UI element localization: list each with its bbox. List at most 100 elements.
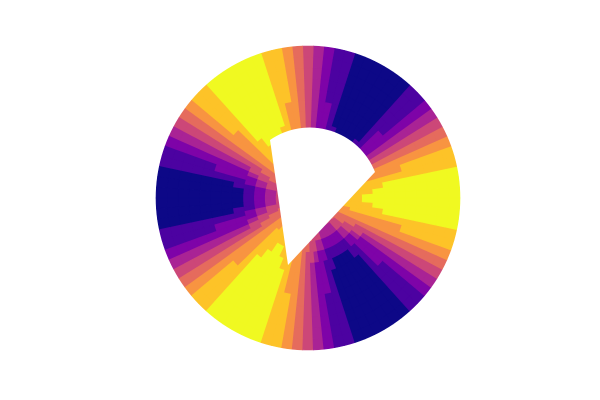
- contour-cell: [188, 181, 201, 191]
- contour-cell: [157, 166, 171, 179]
- contour-cell: [166, 187, 179, 199]
- contour-cell: [372, 197, 385, 204]
- contour-cell: [302, 338, 314, 351]
- contour-cell: [291, 338, 304, 351]
- contour-cell: [166, 178, 180, 190]
- contour-cell: [425, 206, 439, 217]
- contour-cell: [312, 338, 325, 351]
- contour-cell: [304, 99, 312, 112]
- contour-cell: [303, 89, 313, 101]
- contour-cell: [311, 67, 322, 80]
- contour-cell: [304, 110, 312, 123]
- contour-cell: [283, 325, 295, 339]
- contour-cell: [294, 316, 305, 329]
- contour-cell: [281, 336, 294, 350]
- contour-cell: [404, 204, 417, 214]
- contour-cell: [426, 197, 439, 208]
- contour-cell: [305, 251, 311, 264]
- contour-cell: [303, 67, 313, 79]
- contour-cell: [415, 197, 428, 207]
- contour-cell: [437, 197, 450, 209]
- contour-cell: [311, 316, 322, 329]
- contour-cell: [303, 306, 313, 318]
- contour-cell: [447, 176, 460, 189]
- contour-cell: [210, 184, 223, 193]
- contour-cell: [394, 197, 407, 206]
- contour-cell: [285, 315, 296, 328]
- contour-cell: [317, 89, 328, 103]
- contour-cell: [304, 273, 312, 286]
- contour-cell: [312, 327, 324, 340]
- contour-cell: [253, 193, 266, 199]
- contour-cell: [322, 46, 335, 60]
- contour-cell: [361, 197, 374, 203]
- contour-cell: [188, 197, 201, 207]
- contour-cell: [188, 189, 201, 199]
- contour-cell: [199, 197, 211, 206]
- contour-cell: [394, 190, 407, 199]
- contour-cell: [288, 293, 299, 307]
- contour-cell: [292, 56, 304, 69]
- contour-cell: [437, 187, 450, 199]
- contour-cell: [393, 203, 406, 212]
- contour-cell: [436, 206, 450, 218]
- contour-cell: [304, 284, 312, 297]
- contour-cell: [311, 89, 320, 102]
- contour-cell: [415, 205, 428, 215]
- contour-cell: [291, 45, 304, 58]
- contour-cell: [298, 273, 306, 286]
- contour-cell: [264, 194, 276, 199]
- contour-cell: [292, 327, 304, 340]
- contour-cell: [424, 214, 438, 226]
- contour-cell: [312, 45, 325, 58]
- contour-cell: [302, 45, 314, 58]
- contour-cell: [296, 294, 305, 307]
- contour-cell: [166, 206, 180, 218]
- contour-cell: [295, 305, 305, 318]
- contour-cell: [303, 317, 313, 329]
- contour-cell: [447, 207, 460, 220]
- contour-cell: [156, 176, 169, 189]
- contour-cell: [383, 197, 396, 205]
- contour-cell: [177, 197, 190, 208]
- contour-cell: [436, 178, 450, 190]
- contour-cell: [303, 295, 313, 307]
- contour-cell: [221, 185, 234, 194]
- contour-cell: [286, 304, 297, 318]
- contour-cell: [177, 179, 191, 190]
- contour-cell: [311, 78, 321, 91]
- contour-cell: [305, 262, 311, 275]
- contour-cell: [319, 78, 330, 92]
- contour-cell: [320, 68, 331, 81]
- contour-cell: [155, 187, 168, 199]
- contour-cell: [445, 217, 459, 230]
- contour-cell: [155, 197, 168, 209]
- contour-cell: [209, 190, 222, 199]
- contour-cell: [350, 197, 363, 203]
- contour-cell: [415, 189, 428, 199]
- contour-cell: [312, 56, 324, 69]
- contour-cell: [426, 188, 439, 199]
- contour-cell: [167, 168, 181, 181]
- contour-cell: [321, 57, 333, 71]
- contour-cell: [405, 190, 417, 199]
- contour-cell: [242, 193, 255, 199]
- contour-cell: [209, 197, 222, 206]
- hole: [270, 127, 375, 265]
- contour-cell: [220, 191, 233, 199]
- contour-cell: [166, 197, 179, 209]
- contour-cell: [302, 56, 314, 69]
- contour-cell: [199, 182, 212, 192]
- contour-cell: [178, 170, 192, 182]
- contour-cell: [295, 78, 305, 91]
- contour-cell: [435, 215, 449, 228]
- contour-cell: [310, 110, 318, 123]
- contour-cell: [294, 67, 305, 80]
- contour-cell: [297, 284, 306, 296]
- contour-cell: [310, 100, 319, 112]
- plot-area: [155, 45, 461, 351]
- contour-cell: [311, 305, 321, 318]
- contour-cell: [156, 207, 169, 220]
- contour-cell: [299, 262, 307, 275]
